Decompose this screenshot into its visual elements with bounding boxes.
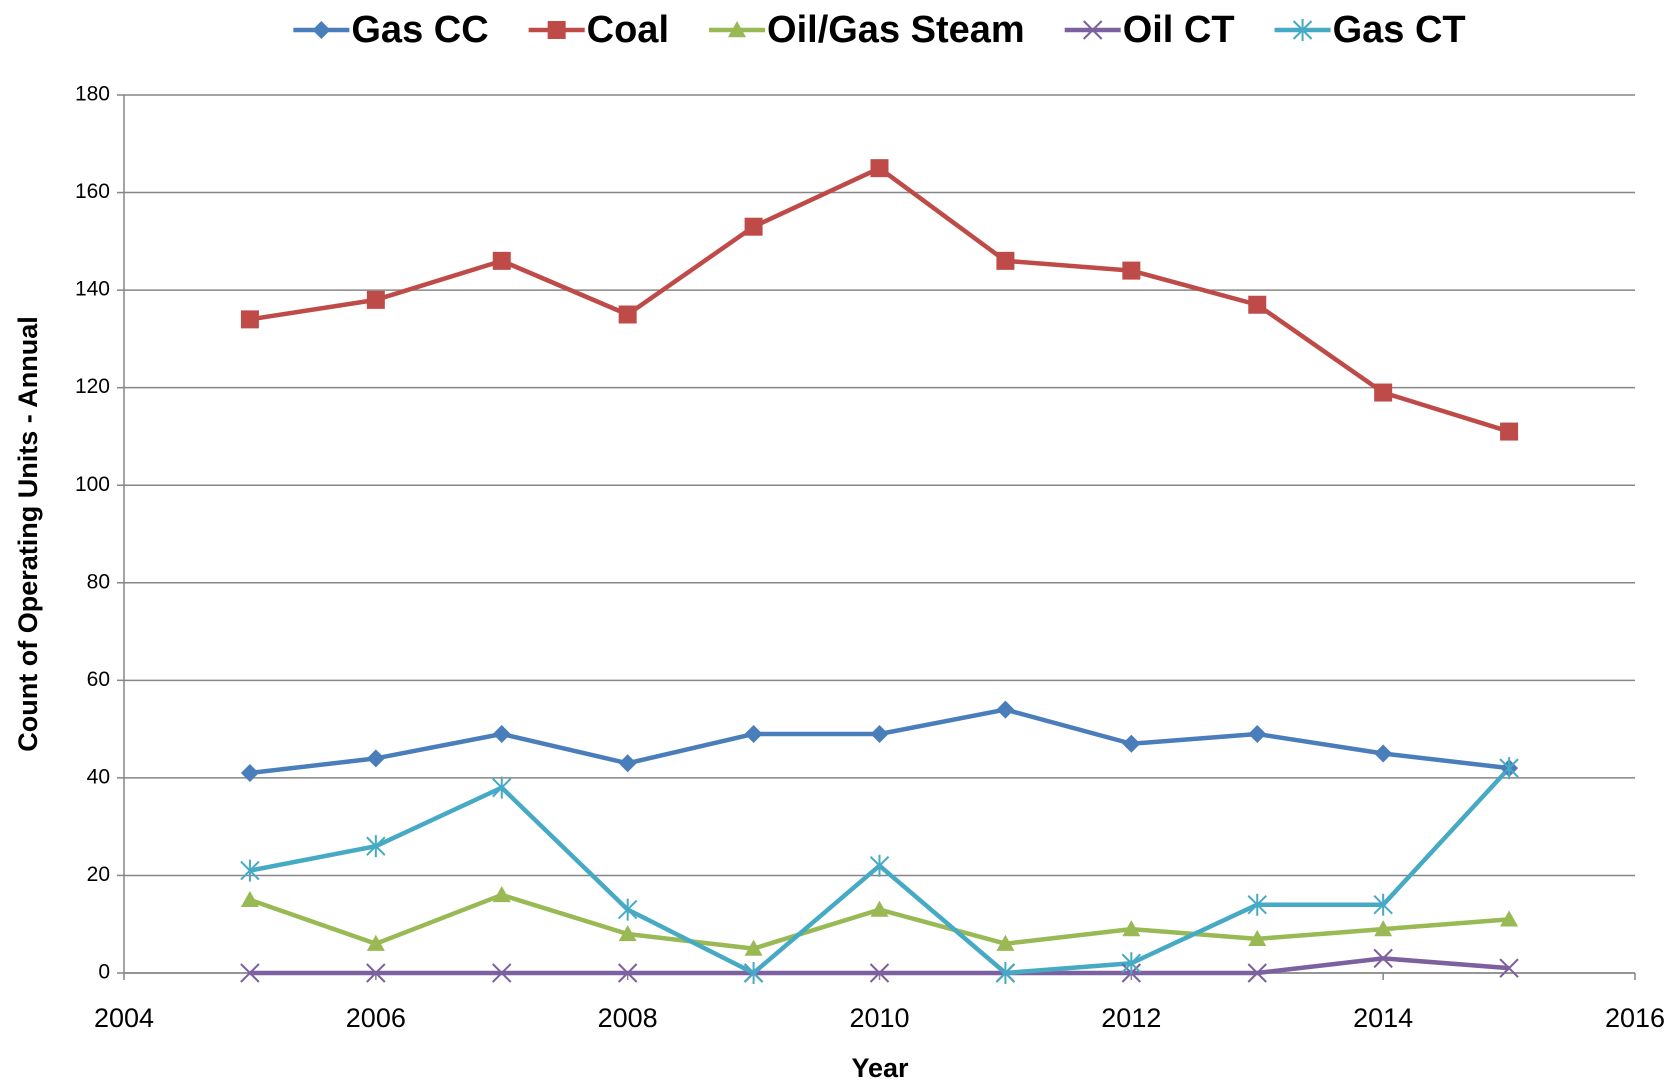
- marker: [1373, 948, 1393, 969]
- marker: [995, 962, 1016, 984]
- y-tick-label: 120: [75, 375, 110, 398]
- y-tick-label: 100: [75, 473, 110, 496]
- marker: [1374, 744, 1393, 763]
- y-tick-label: 80: [87, 570, 110, 593]
- marker: [1248, 724, 1267, 743]
- legend: Gas CC Coal Oil/Gas Steam Oil CT Gas CT: [293, 9, 1466, 51]
- marker: [1374, 383, 1393, 402]
- marker: [366, 934, 385, 951]
- marker: [1121, 952, 1142, 975]
- legend-label: Gas CT: [1333, 9, 1466, 51]
- series-line: [249, 165, 1510, 434]
- marker: [492, 776, 512, 799]
- marker: [870, 900, 889, 917]
- marker: [996, 251, 1015, 270]
- marker: [366, 963, 386, 983]
- marker: [1248, 295, 1267, 314]
- series-line: [249, 956, 1510, 976]
- marker: [1122, 920, 1141, 937]
- marker: [240, 310, 259, 329]
- marker: [1499, 958, 1519, 978]
- marker: [240, 859, 260, 882]
- marker: [366, 290, 385, 309]
- legend-label: Oil/Gas Steam: [767, 9, 1025, 51]
- legend-label: Gas CC: [351, 9, 488, 51]
- marker: [1499, 757, 1519, 780]
- marker: [1374, 920, 1393, 937]
- marker: [869, 963, 890, 983]
- x-tick-label: 2014: [1353, 1003, 1413, 1033]
- legend-label: Oil CT: [1123, 9, 1235, 51]
- x-tick-label: 2008: [598, 1003, 658, 1033]
- y-tick-label: 160: [75, 180, 110, 203]
- marker: [1122, 261, 1141, 280]
- marker: [996, 934, 1015, 951]
- marker: [1292, 19, 1313, 41]
- marker: [1500, 422, 1519, 441]
- x-tick-label: 2010: [849, 1003, 909, 1033]
- y-tick-label: 0: [98, 961, 110, 984]
- marker: [1247, 963, 1267, 983]
- marker: [870, 724, 889, 743]
- marker: [996, 700, 1015, 719]
- marker: [492, 885, 511, 903]
- marker: [547, 21, 566, 39]
- marker: [1500, 910, 1519, 927]
- marker: [1248, 929, 1267, 947]
- marker: [617, 898, 638, 921]
- marker: [870, 159, 889, 178]
- y-tick-label: 20: [87, 863, 110, 886]
- marker: [744, 724, 763, 743]
- x-axis-title: Year: [851, 1053, 909, 1083]
- y-tick-label: 180: [75, 83, 110, 106]
- marker: [728, 21, 747, 38]
- marker: [869, 854, 890, 877]
- marker: [618, 305, 637, 324]
- legend-label: Coal: [587, 9, 669, 51]
- marker: [743, 962, 764, 984]
- marker: [492, 251, 511, 270]
- marker: [240, 963, 260, 983]
- x-tick-label: 2012: [1101, 1003, 1161, 1033]
- marker: [1247, 893, 1267, 916]
- marker: [240, 890, 259, 908]
- marker: [312, 21, 331, 39]
- marker: [492, 963, 512, 983]
- x-tick-label: 2004: [94, 1003, 154, 1033]
- marker: [366, 835, 386, 858]
- marker: [618, 754, 637, 773]
- marker: [744, 939, 763, 956]
- marker: [618, 924, 637, 942]
- marker: [492, 724, 511, 743]
- marker: [1082, 20, 1103, 40]
- y-tick-label: 40: [87, 765, 110, 788]
- marker: [617, 963, 638, 983]
- marker: [1373, 893, 1393, 916]
- y-tick-label: 60: [87, 668, 110, 691]
- marker: [366, 749, 385, 768]
- marker: [240, 764, 259, 783]
- y-tick-label: 140: [75, 278, 110, 301]
- x-tick-label: 2016: [1605, 1003, 1665, 1033]
- y-axis-title: Count of Operating Units - Annual: [13, 316, 43, 751]
- marker: [1122, 734, 1141, 753]
- x-tick-label: 2006: [346, 1003, 406, 1033]
- marker: [744, 217, 763, 236]
